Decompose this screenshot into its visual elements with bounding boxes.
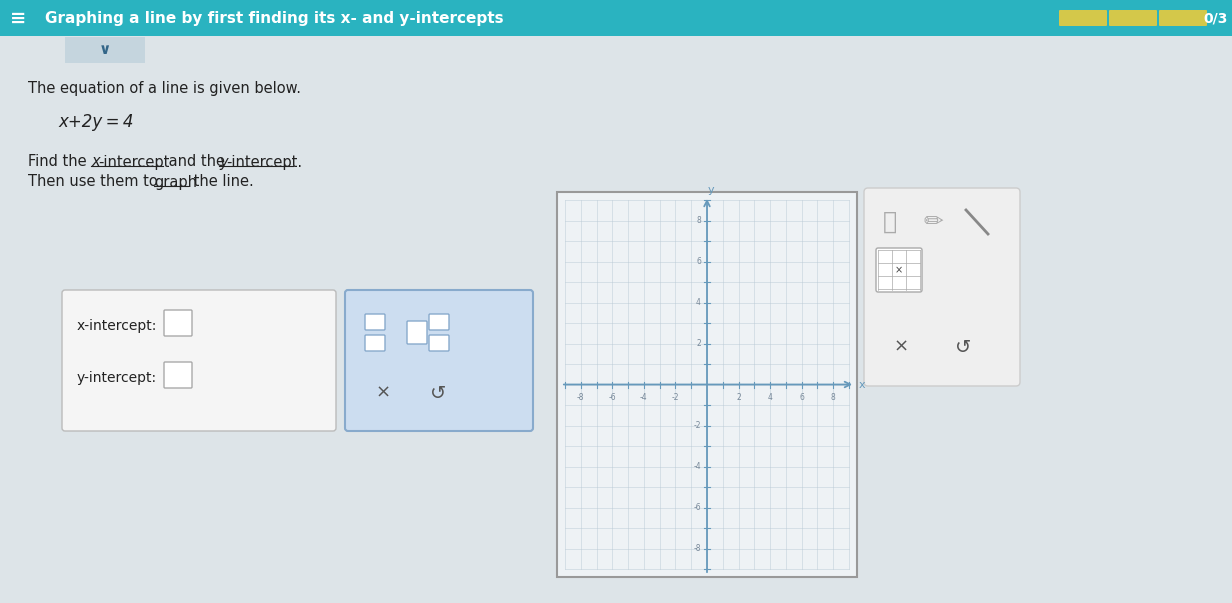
Text: x+2y = 4: x+2y = 4 [58,113,133,131]
FancyBboxPatch shape [345,290,533,431]
Text: -intercept: -intercept [99,154,169,169]
FancyBboxPatch shape [0,0,1232,36]
Text: graph: graph [154,174,197,189]
Text: 6: 6 [800,394,804,402]
Text: ✏: ✏ [923,210,942,234]
FancyBboxPatch shape [407,321,428,344]
Text: -intercept.: -intercept. [225,154,302,169]
FancyBboxPatch shape [62,290,336,431]
Text: 6: 6 [696,257,701,266]
Text: the line.: the line. [188,174,254,189]
Text: ×: × [894,265,903,275]
Text: 2: 2 [696,339,701,348]
Text: ×: × [376,384,391,402]
Text: -8: -8 [694,544,701,553]
Text: Graphing a line by first finding its x- and y-intercepts: Graphing a line by first finding its x- … [46,10,504,25]
FancyBboxPatch shape [1109,10,1157,26]
FancyBboxPatch shape [1060,10,1108,26]
Text: -4: -4 [641,394,648,402]
Text: -2: -2 [671,394,679,402]
Text: 0/3: 0/3 [1204,11,1228,25]
Text: -8: -8 [577,394,584,402]
Text: ∨: ∨ [99,42,111,57]
FancyBboxPatch shape [65,37,145,63]
Text: ×: × [893,338,908,356]
Text: 4: 4 [768,394,772,402]
FancyBboxPatch shape [864,188,1020,386]
Text: 8: 8 [696,216,701,225]
Text: Find the: Find the [28,154,91,169]
Text: x: x [91,154,100,169]
Text: ↺: ↺ [955,338,971,356]
Text: y-intercept:: y-intercept: [76,371,158,385]
FancyBboxPatch shape [365,335,384,351]
FancyBboxPatch shape [876,248,922,292]
Text: -6: -6 [609,394,616,402]
Text: 4: 4 [696,298,701,307]
Text: -6: -6 [694,503,701,512]
Text: ↺: ↺ [430,384,446,402]
Text: -4: -4 [694,462,701,471]
Text: -2: -2 [694,421,701,430]
Text: and the: and the [164,154,229,169]
FancyBboxPatch shape [365,314,384,330]
Text: 2: 2 [737,394,740,402]
FancyBboxPatch shape [1159,10,1207,26]
Text: 8: 8 [830,394,835,402]
FancyBboxPatch shape [164,310,192,336]
FancyBboxPatch shape [557,192,857,577]
Text: y: y [707,185,715,195]
Text: ≡: ≡ [10,8,26,28]
FancyBboxPatch shape [164,362,192,388]
Text: ⬜: ⬜ [883,210,897,234]
Text: The equation of a line is given below.: The equation of a line is given below. [28,80,301,95]
FancyBboxPatch shape [429,335,448,351]
FancyBboxPatch shape [429,314,448,330]
Text: y: y [219,154,228,169]
Text: x-intercept:: x-intercept: [76,319,158,333]
Text: Then use them to: Then use them to [28,174,163,189]
Text: x: x [859,379,866,390]
